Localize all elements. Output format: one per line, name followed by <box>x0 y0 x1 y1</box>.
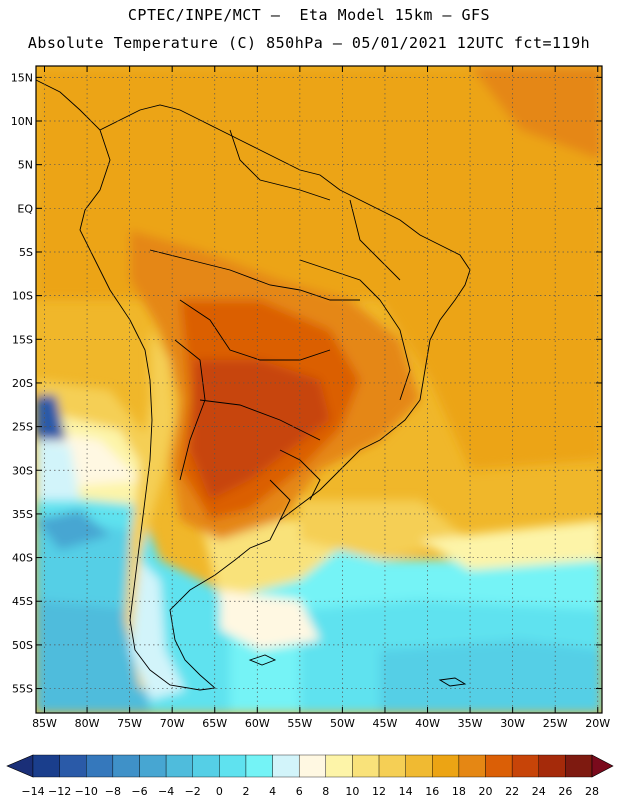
lon-label: 80W <box>75 717 100 730</box>
map-title-line1: CPTEC/INPE/MCT – Eta Model 15km – GFS <box>127 6 491 24</box>
colorbar-label: −8 <box>105 785 121 798</box>
lat-label: 15N <box>11 71 33 84</box>
colorbar-label: 12 <box>372 785 386 798</box>
lat-label: 50S <box>12 639 33 652</box>
lat-label: 40S <box>12 552 33 565</box>
colorbar-swatch <box>565 754 593 778</box>
colorbar-swatch <box>485 754 513 778</box>
lat-label: 55S <box>12 683 33 696</box>
lat-label: 45S <box>12 595 33 608</box>
colorbar-swatch <box>112 754 140 778</box>
lon-label: 40W <box>415 717 440 730</box>
lon-label: 35W <box>458 717 483 730</box>
axis-ticks <box>36 66 602 713</box>
lat-label: 20S <box>12 377 33 390</box>
colorbar-label: 6 <box>296 785 303 798</box>
colorbar-label: −2 <box>185 785 201 798</box>
lon-label: 50W <box>330 717 355 730</box>
temperature-field <box>36 66 602 713</box>
colorbar-label: 20 <box>479 785 493 798</box>
lon-label: 25W <box>543 717 568 730</box>
coastlines <box>36 79 471 691</box>
colorbar-label: −4 <box>158 785 174 798</box>
colorbar-label: 2 <box>242 785 249 798</box>
colorbar-under-arrow <box>6 754 34 778</box>
colorbar-labels: −14 −12 −10 −8 −6 −4 −2 0 2 4 6 8 10 12 14 16 18 20 22 24 26… <box>21 785 599 798</box>
colorbar-over-arrow <box>591 754 614 778</box>
lon-label: 55W <box>287 717 312 730</box>
colorbar-label: 26 <box>558 785 572 798</box>
colorbar-label: −10 <box>75 785 98 798</box>
colorbar-label: 4 <box>269 785 276 798</box>
lat-label: 5S <box>19 246 33 259</box>
map-title-line2: Absolute Temperature (C) 850hPa – 05/01/… <box>27 34 591 52</box>
colorbar-swatch <box>405 754 433 778</box>
lon-label: 60W <box>245 717 270 730</box>
colorbar-swatch <box>325 754 353 778</box>
longitude-labels: 85W 80W 75W 70W 65W 60W 55W 50W 45W 40W 35W 30W 25W 2… <box>32 717 610 730</box>
colorbar-swatch <box>458 754 486 778</box>
colorbar-label: 0 <box>216 785 223 798</box>
lon-label: 65W <box>202 717 227 730</box>
colorbar-swatch <box>272 754 300 778</box>
colorbar-swatch <box>245 754 273 778</box>
lat-label: 30S <box>12 464 33 477</box>
colorbar-label: 8 <box>322 785 329 798</box>
lat-label: EQ <box>17 202 33 215</box>
latitude-labels: 15N 10N 5N EQ 5S 10S 15S 20S 25S 30S 35S 40S 45S 50S 5… <box>11 71 34 695</box>
colorbar-swatch <box>352 754 380 778</box>
colorbar-swatch <box>511 754 539 778</box>
colorbar-label: −6 <box>131 785 147 798</box>
colorbar-swatch <box>192 754 220 778</box>
lat-label: 25S <box>12 421 33 434</box>
colorbar-label: −12 <box>48 785 71 798</box>
colorbar-swatch <box>538 754 566 778</box>
colorbar-swatch <box>139 754 167 778</box>
lat-label: 10S <box>12 290 33 303</box>
lat-label: 15S <box>12 333 33 346</box>
colorbar-label: 18 <box>452 785 466 798</box>
colorbar-swatch <box>59 754 87 778</box>
lon-label: 30W <box>500 717 525 730</box>
lon-label: 75W <box>117 717 142 730</box>
lat-label: 5N <box>18 159 33 172</box>
map-frame <box>35 65 603 714</box>
colorbar-label: 28 <box>585 785 599 798</box>
lat-label: 10N <box>11 115 33 128</box>
colorbar-swatch <box>432 754 460 778</box>
colorbar-label: 22 <box>505 785 519 798</box>
colorbar-swatch <box>298 754 327 778</box>
colorbar-swatch <box>32 754 60 778</box>
colorbar-label: 14 <box>399 785 413 798</box>
lon-label: 70W <box>160 717 185 730</box>
lat-label: 35S <box>12 508 33 521</box>
lon-label: 45W <box>373 717 398 730</box>
colorbar-swatch <box>165 754 193 778</box>
colorbar-swatch <box>378 754 406 778</box>
colorbar <box>6 754 614 778</box>
lon-label: 85W <box>32 717 57 730</box>
colorbar-swatch <box>219 754 247 778</box>
colorbar-label: 24 <box>532 785 546 798</box>
colorbar-label: 10 <box>345 785 359 798</box>
colorbar-swatch <box>86 754 114 778</box>
colorbar-label: −14 <box>21 785 44 798</box>
lon-label: 20W <box>585 717 610 730</box>
colorbar-label: 16 <box>425 785 439 798</box>
